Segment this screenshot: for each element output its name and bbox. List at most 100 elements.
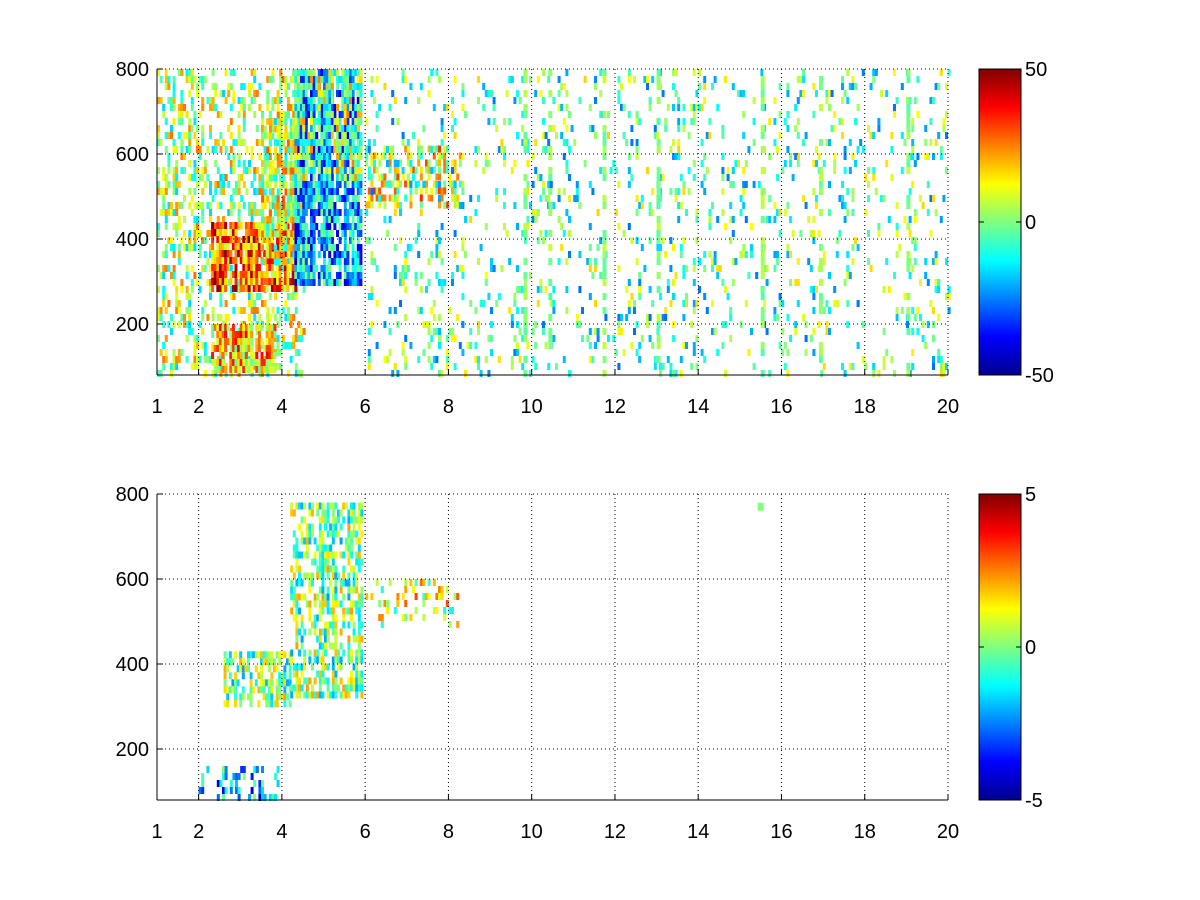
heatmap-cell — [560, 223, 564, 230]
heatmap-cell — [338, 125, 342, 132]
heatmap-cell — [157, 223, 160, 230]
heatmap-cell — [318, 572, 322, 580]
heatmap-cell — [325, 209, 329, 216]
heatmap-cell — [226, 686, 230, 694]
heatmap-cell — [172, 167, 176, 174]
heatmap-cell — [167, 300, 171, 307]
heatmap-cell — [242, 257, 246, 264]
heatmap-cell — [303, 656, 307, 664]
heatmap-cell — [302, 181, 306, 188]
heatmap-cell — [692, 104, 696, 111]
heatmap-cell — [257, 700, 261, 708]
heatmap-cell — [336, 153, 339, 160]
heatmap-cell — [430, 335, 434, 342]
heatmap-cell — [329, 579, 333, 587]
heatmap-cell — [287, 258, 290, 265]
heatmap-cell — [316, 635, 320, 643]
heatmap-cell — [229, 278, 233, 285]
heatmap-cell — [242, 766, 246, 773]
heatmap-cell — [317, 188, 321, 195]
heatmap-cell — [336, 279, 339, 286]
heatmap-cell — [162, 342, 166, 349]
heatmap-cell — [422, 614, 426, 621]
heatmap-cell — [330, 237, 334, 244]
heatmap-cell — [330, 167, 334, 174]
heatmap-cell — [531, 181, 535, 188]
heatmap-cell — [851, 258, 855, 265]
heatmap-cell — [211, 271, 215, 278]
heatmap-cell — [343, 139, 347, 146]
heatmap-cell — [783, 118, 787, 125]
heatmap-cell — [323, 97, 326, 104]
heatmap-cell — [656, 97, 661, 104]
heatmap-cell — [255, 338, 259, 345]
heatmap-cell — [864, 174, 868, 181]
heatmap-cell — [250, 352, 254, 359]
heatmap-cell — [229, 352, 233, 359]
heatmap-cell — [802, 69, 805, 76]
heatmap-cell — [177, 307, 181, 314]
heatmap-cell — [484, 90, 488, 97]
heatmap-cell — [562, 83, 566, 90]
heatmap-cell — [513, 335, 517, 342]
heatmap-cell — [695, 209, 699, 216]
heatmap-cell — [815, 286, 818, 293]
heatmap-cell — [162, 251, 166, 258]
grid — [157, 493, 949, 800]
heatmap-cell — [409, 244, 413, 251]
heatmap-cell — [900, 307, 904, 314]
heatmap-cell — [313, 593, 317, 601]
heatmap-cell — [302, 216, 306, 223]
heatmap-cell — [240, 104, 244, 111]
heatmap-cell — [445, 349, 449, 356]
heatmap-cell — [351, 69, 355, 76]
heatmap-cell — [328, 97, 332, 104]
heatmap-cell — [263, 286, 267, 293]
heatmap-cell — [828, 104, 831, 111]
heatmap-cell — [203, 237, 207, 244]
heatmap-cell — [188, 244, 192, 251]
heatmap-cell — [328, 160, 332, 167]
heatmap-cell — [656, 314, 661, 321]
heatmap-cell — [261, 118, 264, 125]
heatmap-cell — [167, 237, 171, 244]
heatmap-cell — [157, 139, 160, 146]
heatmap-cell — [325, 90, 329, 97]
heatmap-cell — [244, 338, 248, 345]
heatmap-cell — [294, 69, 298, 76]
heatmap-cell — [568, 146, 571, 153]
heatmap-cell — [260, 271, 264, 278]
heatmap-cell — [297, 370, 301, 377]
heatmap-cell — [425, 321, 428, 328]
heatmap-cell — [297, 146, 300, 153]
heatmap-cell — [247, 271, 251, 278]
heatmap-cell — [231, 257, 235, 264]
heatmap-cell — [351, 230, 355, 237]
heatmap-cell — [357, 656, 361, 664]
heatmap-cell — [458, 202, 462, 209]
heatmap-cell — [172, 363, 176, 370]
heatmap-cell — [268, 264, 272, 271]
heatmap-cell — [523, 132, 528, 139]
heatmap-cell — [302, 76, 306, 83]
heatmap-cell — [760, 132, 765, 139]
heatmap-cell — [263, 167, 267, 175]
heatmap-cell — [354, 209, 358, 216]
heatmap-cell — [721, 167, 725, 174]
heatmap-cell — [406, 265, 410, 272]
heatmap-cell — [419, 166, 423, 174]
heatmap-cell — [900, 132, 904, 139]
heatmap-cell — [310, 146, 313, 153]
heatmap-cell — [401, 614, 405, 621]
heatmap-cell — [672, 69, 675, 76]
heatmap-cell — [250, 243, 254, 250]
heatmap-cell — [261, 195, 265, 203]
heatmap-cell — [760, 76, 765, 83]
heatmap-cell — [226, 243, 230, 250]
heatmap-cell — [825, 97, 829, 104]
heatmap-cell — [583, 76, 587, 83]
heatmap-cell — [229, 359, 233, 366]
heatmap-cell — [310, 244, 313, 251]
heatmap-cell — [846, 209, 850, 216]
heatmap-cell — [299, 146, 303, 153]
